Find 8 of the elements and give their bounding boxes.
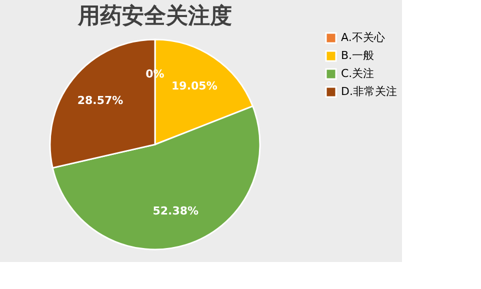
legend-label: B.一般 [341,49,374,62]
legend-label: D.非常关注 [341,85,397,98]
legend-label: A.不关心 [341,31,385,44]
chart-title: 用药安全关注度 [77,3,232,29]
data-label: 28.57% [77,94,124,107]
data-label: 52.38% [152,204,199,218]
legend-label: C.关注 [341,67,374,80]
data-label: 19.05% [172,80,218,93]
